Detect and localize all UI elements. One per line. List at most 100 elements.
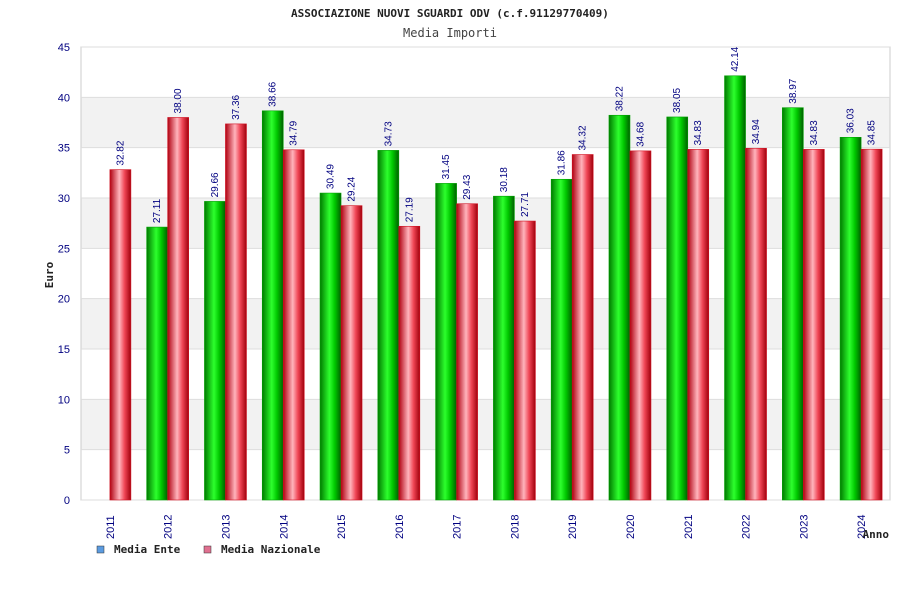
data-label: 37.36 — [231, 94, 242, 119]
data-label: 34.79 — [289, 120, 300, 145]
plot-band — [81, 147, 890, 198]
plot-band — [81, 399, 890, 450]
bar-media-ente — [724, 75, 746, 501]
x-tick-label: 2023 — [798, 515, 810, 539]
data-label: 27.11 — [152, 198, 163, 223]
data-label: 34.94 — [751, 119, 762, 144]
data-label: 34.85 — [867, 120, 878, 145]
x-tick-label: 2015 — [336, 515, 348, 539]
chart-title: ASSOCIAZIONE NUOVI SGUARDI ODV (c.f.9112… — [291, 7, 609, 20]
legend-swatch-media-ente — [96, 545, 105, 554]
data-label: 31.86 — [557, 150, 568, 175]
y-axis-label: Euro — [43, 261, 56, 288]
bar-media-ente — [146, 226, 168, 501]
y-tick-label: 20 — [58, 294, 70, 306]
bar-media-nazionale — [803, 149, 825, 501]
bar-media-nazionale — [340, 205, 363, 501]
data-label: 34.83 — [693, 120, 704, 145]
plot-band — [81, 47, 890, 98]
bar-media-nazionale — [745, 147, 767, 501]
plot-background — [80, 46, 891, 501]
data-label: 29.24 — [347, 176, 358, 201]
data-label: 38.22 — [614, 86, 625, 111]
bar-media-nazionale — [629, 150, 652, 501]
data-label: 31.45 — [441, 154, 452, 179]
plot-band — [81, 198, 890, 249]
x-tick-label: 2017 — [452, 515, 464, 539]
x-tick-label: 2011 — [105, 515, 117, 539]
y-tick-label: 25 — [58, 243, 70, 255]
x-tick-label: 2018 — [509, 515, 521, 539]
bar-media-ente — [493, 195, 515, 501]
bar-media-ente — [550, 178, 573, 501]
bar-media-ente — [435, 183, 457, 501]
data-label: 30.18 — [499, 167, 510, 192]
legend-label-media-nazionale: Media Nazionale — [221, 543, 321, 556]
x-tick-label: 2013 — [220, 515, 232, 539]
y-axis-ticks: 0 5 10 15 20 25 30 35 40 45 — [58, 42, 70, 507]
bar-media-ente — [666, 116, 689, 501]
plot-band — [81, 449, 890, 500]
bar-media-nazionale — [456, 203, 478, 501]
data-label: 38.00 — [173, 88, 184, 113]
data-label: 34.32 — [578, 125, 589, 150]
data-label: 38.97 — [788, 78, 799, 103]
bar-media-nazionale — [109, 169, 132, 501]
bar-media-nazionale — [282, 149, 305, 501]
data-label: 27.71 — [520, 192, 531, 217]
bar-media-ente — [608, 114, 631, 501]
bar-media-ente — [377, 150, 400, 501]
x-tick-label: 2020 — [625, 515, 637, 539]
plot-band — [81, 97, 890, 148]
x-tick-label: 2021 — [683, 515, 695, 539]
legend: Media Ente Media Nazionale — [96, 543, 321, 556]
plot-band — [81, 248, 890, 299]
bar-media-ente — [261, 110, 284, 501]
x-tick-label: 2024 — [856, 515, 868, 539]
y-tick-label: 10 — [58, 394, 70, 406]
data-label: 34.83 — [809, 120, 820, 145]
data-label: 38.66 — [268, 81, 279, 106]
chart-subtitle: Media Importi — [403, 26, 497, 40]
x-tick-label: 2016 — [394, 515, 406, 539]
bar-media-nazionale — [167, 117, 189, 501]
data-label: 32.82 — [115, 140, 126, 165]
y-tick-label: 15 — [58, 344, 70, 356]
y-tick-label: 0 — [64, 495, 70, 507]
y-tick-label: 35 — [58, 143, 70, 155]
x-tick-label: 2014 — [278, 515, 290, 539]
y-tick-label: 30 — [58, 193, 70, 205]
bar-media-ente — [319, 192, 342, 501]
data-label: 30.49 — [326, 164, 337, 189]
data-label: 42.14 — [730, 46, 741, 71]
plot-band — [81, 298, 890, 349]
data-label: 34.73 — [383, 121, 394, 146]
bar-media-nazionale — [514, 220, 536, 501]
data-labels: 32.82 27.11 38.00 29.66 37.36 38.66 34.79 30.49… — [115, 46, 877, 223]
y-tick-label: 5 — [64, 445, 70, 457]
bars — [109, 75, 883, 501]
bar-media-nazionale — [687, 149, 710, 501]
y-tick-label: 45 — [58, 42, 70, 54]
data-label: 34.68 — [635, 121, 646, 146]
x-tick-label: 2019 — [567, 515, 579, 539]
data-label: 29.43 — [462, 174, 473, 199]
legend-label-media-ente: Media Ente — [114, 543, 181, 556]
data-label: 29.66 — [210, 172, 221, 197]
data-label: 27.19 — [404, 197, 415, 222]
bar-media-ente — [782, 107, 804, 501]
data-label: 36.03 — [846, 108, 857, 133]
x-axis-ticks: 2011 2012 2013 2014 2015 2016 2017 2018 2019 2020… — [105, 515, 868, 539]
x-axis-label: Anno — [863, 528, 890, 541]
bar-media-ente — [839, 136, 862, 501]
data-label: 38.05 — [672, 88, 683, 113]
bar-media-nazionale — [860, 148, 883, 501]
bar-media-ente — [204, 201, 226, 501]
y-tick-label: 40 — [58, 92, 70, 104]
x-tick-label: 2022 — [741, 515, 753, 539]
plot-band — [81, 349, 890, 400]
bar-media-nazionale — [225, 123, 247, 501]
x-tick-label: 2012 — [163, 515, 175, 539]
